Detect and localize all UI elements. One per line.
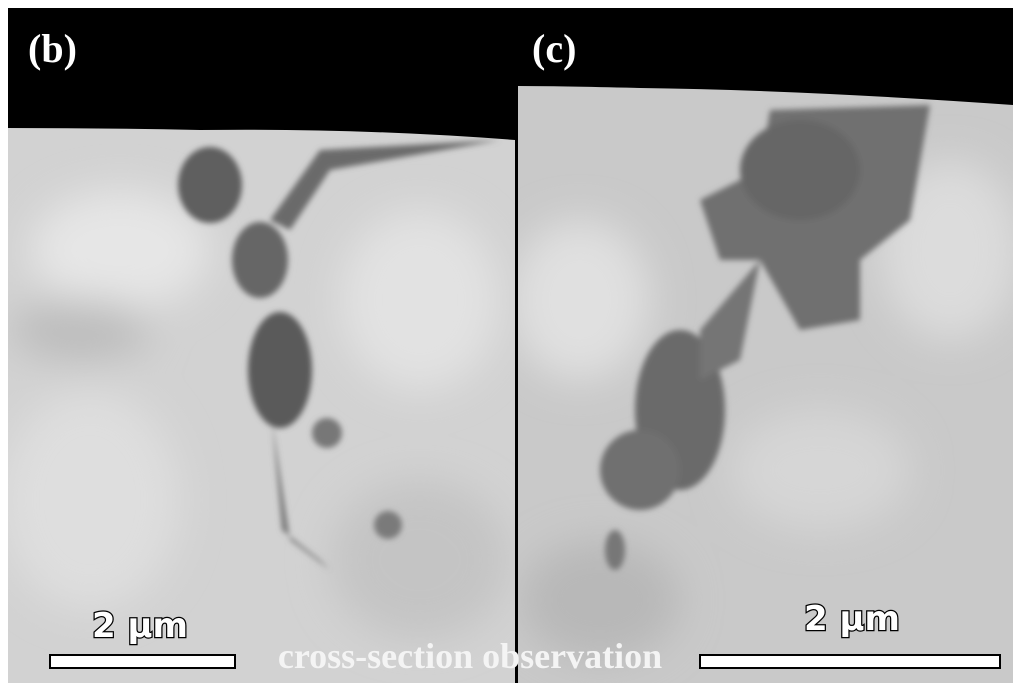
figure: (b) (c) 2 μm 2 μm cross-section observat…	[0, 0, 1015, 683]
scale-bar-label: 2 μm	[804, 599, 900, 639]
panel-label: (c)	[532, 26, 576, 71]
caption: cross-section observation	[278, 636, 662, 676]
scale-bar	[50, 655, 235, 668]
panel-c	[510, 8, 1015, 683]
scale-bar	[700, 655, 1000, 668]
panel-label: (b)	[28, 26, 77, 71]
panel-b	[0, 8, 515, 683]
scale-bar-label: 2 μm	[92, 606, 188, 646]
